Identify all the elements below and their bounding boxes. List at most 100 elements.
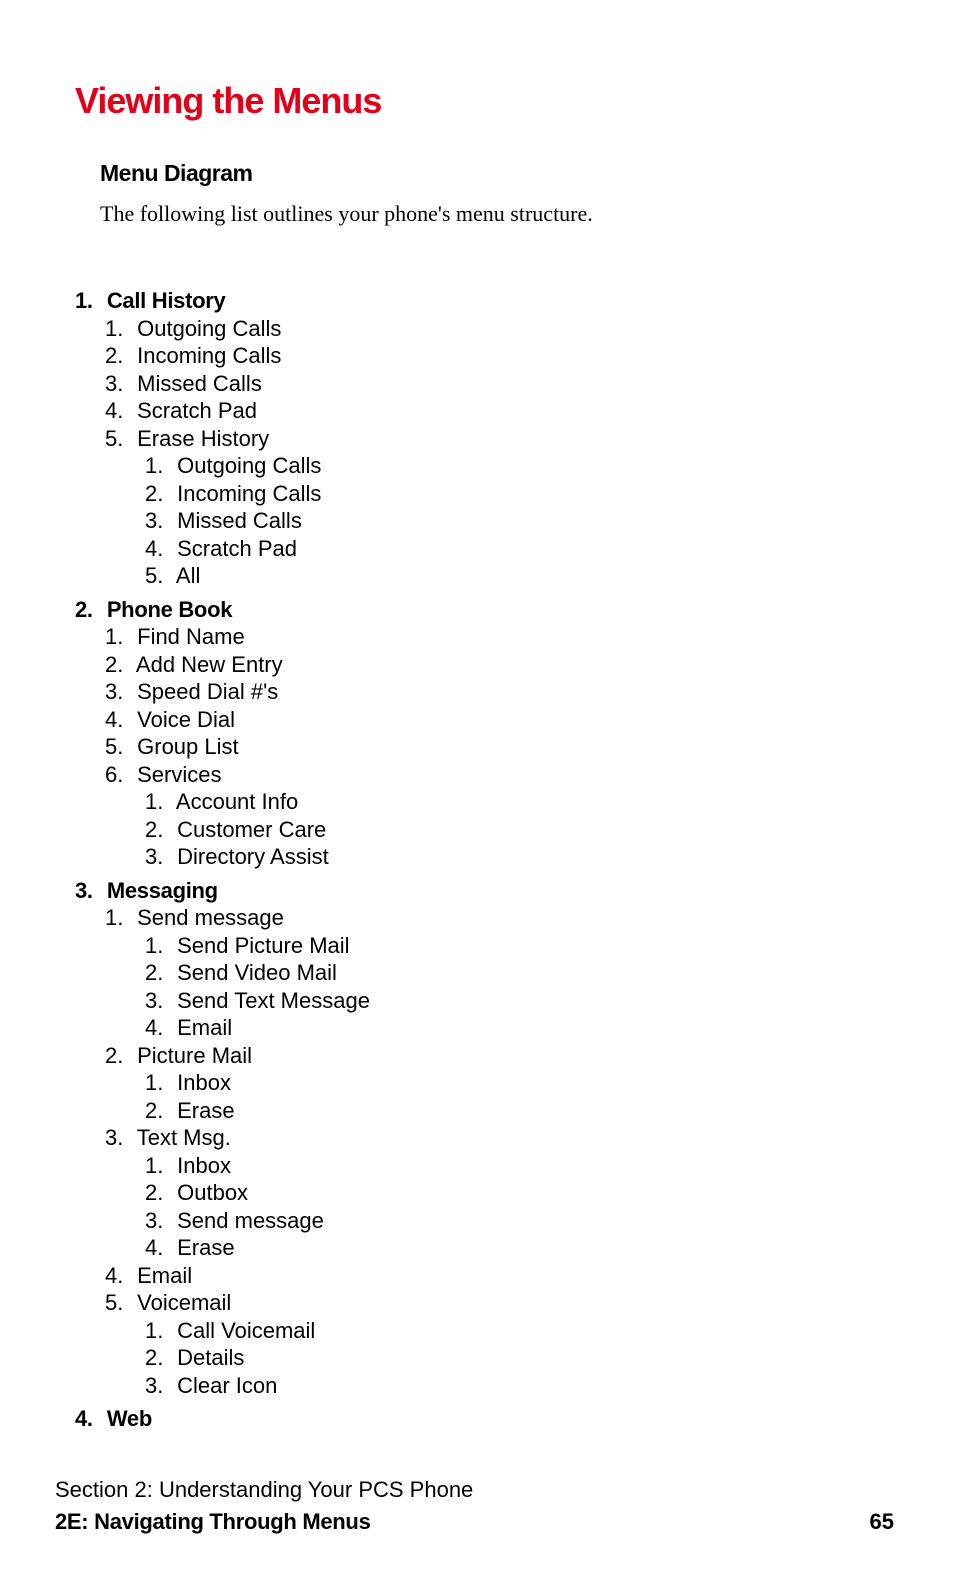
menu-level3-block: 1. Inbox2. Erase (145, 1069, 879, 1124)
menu-number: 1. (145, 452, 171, 480)
menu-level2-item: 4. Voice Dial (105, 706, 879, 734)
menu-number: 2. (145, 480, 171, 508)
menu-level3-block: 1. Call Voicemail2. Details3. Clear Icon (145, 1317, 879, 1400)
menu-label: Web (107, 1406, 152, 1431)
page-footer: Section 2: Understanding Your PCS Phone … (55, 1477, 894, 1535)
menu-number: 1. (105, 623, 131, 651)
menu-label: Voicemail (137, 1290, 231, 1315)
intro-paragraph: The following list outlines your phone's… (100, 201, 879, 227)
menu-level3-item: 2. Erase (145, 1097, 879, 1125)
menu-label: Missed Calls (137, 371, 262, 396)
menu-label: Email (177, 1015, 232, 1040)
menu-label: Outgoing Calls (137, 316, 281, 341)
menu-number: 4. (105, 397, 131, 425)
menu-level3-item: 1. Inbox (145, 1152, 879, 1180)
menu-level3-item: 2. Incoming Calls (145, 480, 879, 508)
menu-level3-item: 2. Outbox (145, 1179, 879, 1207)
menu-number: 2. (105, 651, 131, 679)
menu-outline: 1. Call History1. Outgoing Calls2. Incom… (75, 287, 879, 1433)
menu-label: Scratch Pad (177, 536, 297, 561)
menu-label: Details (177, 1345, 244, 1370)
menu-number: 1. (105, 904, 131, 932)
menu-number: 4. (145, 535, 171, 563)
menu-level3-item: 3. Directory Assist (145, 843, 879, 871)
menu-label: Scratch Pad (137, 398, 257, 423)
menu-level1-item: 3. Messaging (75, 877, 879, 905)
menu-level2-item: 1. Find Name (105, 623, 879, 651)
menu-level3-item: 1. Send Picture Mail (145, 932, 879, 960)
footer-page-number: 65 (870, 1509, 894, 1535)
menu-level3-block: 1. Outgoing Calls2. Incoming Calls3. Mis… (145, 452, 879, 590)
menu-level3-item: 2. Send Video Mail (145, 959, 879, 987)
menu-number: 3. (105, 370, 131, 398)
menu-number: 5. (105, 425, 131, 453)
menu-level3-item: 1. Account Info (145, 788, 879, 816)
footer-section-line: Section 2: Understanding Your PCS Phone (55, 1477, 894, 1503)
menu-label: Add New Entry (136, 652, 283, 677)
section-subtitle: Menu Diagram (100, 160, 879, 187)
menu-number: 2. (145, 1344, 171, 1372)
menu-number: 2. (105, 1042, 131, 1070)
menu-label: Picture Mail (137, 1043, 252, 1068)
menu-level2-block: 1. Outgoing Calls2. Incoming Calls3. Mis… (105, 315, 879, 590)
menu-level3-item: 2. Details (145, 1344, 879, 1372)
menu-label: Outgoing Calls (177, 453, 321, 478)
menu-number: 3. (105, 1124, 131, 1152)
footer-chapter: 2E: Navigating Through Menus (55, 1509, 371, 1535)
menu-number: 5. (105, 733, 131, 761)
menu-level3-item: 5. All (145, 562, 879, 590)
menu-number: 2. (145, 816, 171, 844)
menu-number: 1. (145, 1317, 171, 1345)
menu-number: 1. (145, 788, 171, 816)
menu-number: 3. (105, 678, 131, 706)
menu-number: 4. (145, 1014, 171, 1042)
menu-level2-item: 1. Send message (105, 904, 879, 932)
menu-level2-item: 6. Services (105, 761, 879, 789)
menu-label: Phone Book (107, 597, 232, 622)
menu-level2-block: 1. Send message1. Send Picture Mail2. Se… (105, 904, 879, 1399)
menu-label: Send message (137, 905, 284, 930)
menu-number: 5. (105, 1289, 131, 1317)
menu-label: Account Info (176, 789, 298, 814)
menu-level3-item: 4. Email (145, 1014, 879, 1042)
menu-number: 1. (145, 932, 171, 960)
menu-level2-item: 5. Voicemail (105, 1289, 879, 1317)
menu-label: Customer Care (177, 817, 326, 842)
menu-label: Messaging (107, 878, 218, 903)
menu-number: 1. (75, 287, 101, 315)
menu-level2-item: 2. Add New Entry (105, 651, 879, 679)
menu-level2-item: 1. Outgoing Calls (105, 315, 879, 343)
menu-label: Outbox (177, 1180, 248, 1205)
menu-number: 1. (145, 1152, 171, 1180)
menu-level3-item: 4. Scratch Pad (145, 535, 879, 563)
menu-number: 3. (145, 1207, 171, 1235)
menu-label: Email (137, 1263, 192, 1288)
menu-number: 2. (105, 342, 131, 370)
menu-number: 3. (145, 507, 171, 535)
menu-level3-item: 1. Inbox (145, 1069, 879, 1097)
menu-number: 3. (145, 987, 171, 1015)
menu-level3-item: 3. Send Text Message (145, 987, 879, 1015)
menu-level3-item: 3. Missed Calls (145, 507, 879, 535)
menu-number: 2. (145, 1179, 171, 1207)
menu-number: 5. (145, 562, 171, 590)
menu-label: Call Voicemail (177, 1318, 315, 1343)
menu-label: All (176, 563, 200, 588)
menu-label: Directory Assist (177, 844, 329, 869)
menu-label: Missed Calls (177, 508, 302, 533)
menu-level2-item: 3. Speed Dial #'s (105, 678, 879, 706)
menu-label: Inbox (177, 1070, 231, 1095)
menu-label: Call History (107, 288, 226, 313)
menu-label: Incoming Calls (137, 343, 281, 368)
menu-label: Erase (177, 1098, 234, 1123)
menu-level2-item: 4. Email (105, 1262, 879, 1290)
menu-number: 2. (75, 596, 101, 624)
menu-level3-block: 1. Account Info2. Customer Care3. Direct… (145, 788, 879, 871)
menu-level3-block: 1. Inbox2. Outbox3. Send message4. Erase (145, 1152, 879, 1262)
menu-label: Clear Icon (177, 1373, 277, 1398)
menu-label: Erase (177, 1235, 234, 1260)
menu-level1-item: 4. Web (75, 1405, 879, 1433)
menu-number: 4. (75, 1405, 101, 1433)
menu-level3-item: 3. Send message (145, 1207, 879, 1235)
menu-number: 1. (105, 315, 131, 343)
